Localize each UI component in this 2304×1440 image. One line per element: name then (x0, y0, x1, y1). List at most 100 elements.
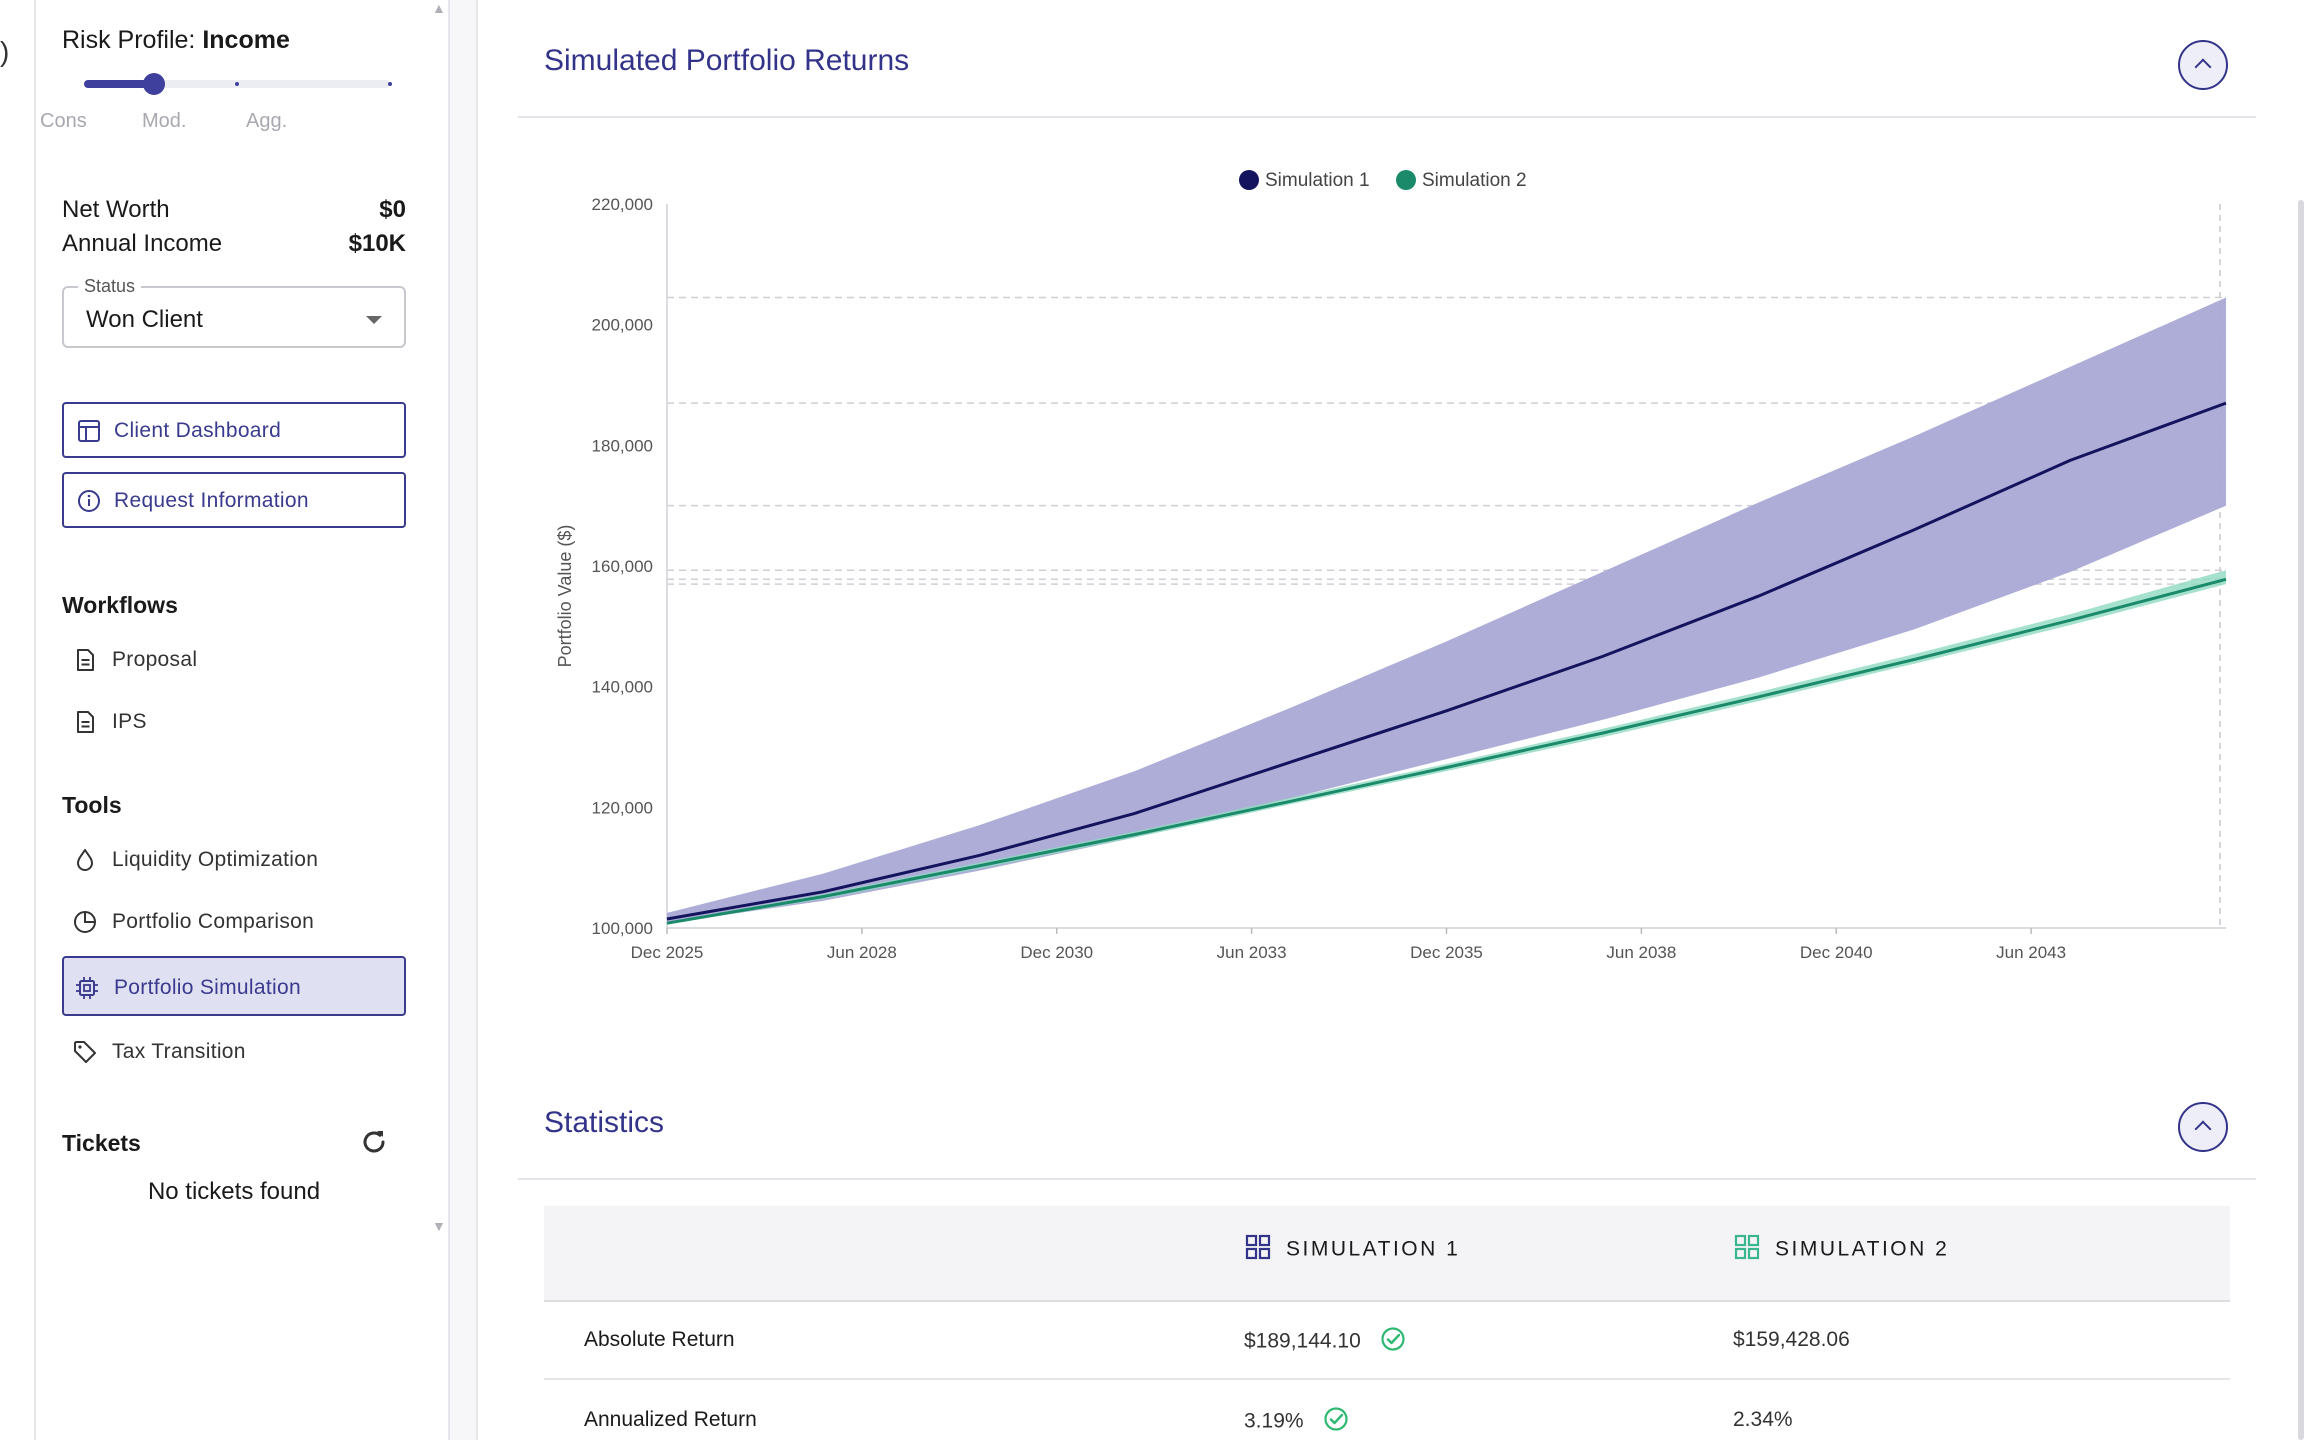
simulation-1-column-header: SIMULATION 1 (1244, 1234, 1461, 1264)
y-tick-label: 140,000 (592, 678, 653, 697)
document-icon (77, 649, 94, 671)
left-edge-strip: ) (0, 0, 36, 1440)
annual-income-value: $10K (348, 230, 406, 257)
annual-income-label: Annual Income (62, 230, 223, 257)
x-tick-label: Dec 2030 (1020, 943, 1093, 962)
x-tick-label: Dec 2025 (631, 943, 704, 962)
risk-stop-aggressive: Agg. (246, 110, 288, 132)
collapse-statistics-button[interactable] (2178, 1102, 2228, 1152)
tickets-heading: Tickets (62, 1130, 141, 1156)
refresh-icon[interactable] (358, 1126, 390, 1158)
y-tick-label: 160,000 (592, 557, 653, 576)
x-tick-label: Jun 2038 (1606, 943, 1676, 962)
legend-label-2: Simulation 2 (1422, 170, 1527, 191)
grid-icon (1734, 1234, 1760, 1260)
y-tick-label: 220,000 (592, 195, 653, 214)
client-dashboard-label: Client Dashboard (114, 419, 282, 442)
series-line-2 (666, 577, 2227, 925)
sidebar-gutter (450, 0, 478, 1440)
returns-panel-divider (518, 116, 2256, 118)
main-scrollbar[interactable] (2298, 200, 2304, 1440)
y-tick-label: 180,000 (592, 436, 653, 455)
legend-marker-2 (1396, 170, 1416, 190)
simulation-2-value: $159,428.06 (1733, 1328, 1850, 1351)
chip-icon (76, 977, 98, 999)
request-information-button[interactable]: Request Information (62, 472, 406, 528)
net-worth-label: Net Worth (62, 196, 170, 223)
statistics-panel-divider (518, 1178, 2256, 1180)
statistics-table-header (544, 1206, 2230, 1302)
sidebar-item-proposal[interactable]: Proposal (62, 630, 406, 690)
y-tick-label: 200,000 (592, 316, 653, 335)
simulation-2-value: 2.34% (1733, 1408, 1793, 1431)
legend-label-1: Simulation 1 (1265, 170, 1370, 191)
table-row: Absolute Return $189,144.10 $159,428.06 (544, 1302, 2230, 1380)
sidebar-item-label: Tax Transition (112, 1040, 246, 1063)
x-tick-label: Jun 2033 (1217, 943, 1287, 962)
sidebar-item-label: Portfolio Comparison (112, 910, 315, 933)
edge-glyph: ) (0, 36, 10, 67)
status-value: Won Client (86, 306, 203, 333)
sidebar-item-label: Portfolio Simulation (114, 976, 301, 999)
status-legend: Status (78, 276, 142, 297)
info-icon (78, 490, 100, 512)
x-tick-label: Dec 2040 (1800, 943, 1873, 962)
scroll-up-arrow-icon[interactable]: ▲ (432, 0, 446, 16)
sidebar-item-portfolio-comparison[interactable]: Portfolio Comparison (62, 892, 406, 952)
simulation-1-column-label: SIMULATION 1 (1286, 1237, 1461, 1261)
risk-slider-tick-agg (388, 82, 392, 86)
droplet-icon (77, 849, 93, 871)
check-circle-icon (1381, 1327, 1405, 1351)
simulated-returns-chart: 100,000 120,000 140,000 160,000 180,000 200,0… (555, 170, 2227, 962)
table-row: Annualized Return 3.19% 2.34% (544, 1382, 2230, 1440)
simulation-1-value: $189,144.10 (1244, 1327, 1407, 1356)
sidebar: ▲ Risk Profile: Income Cons Mod. Agg. Ne… (36, 0, 450, 1440)
document-icon (77, 711, 94, 733)
x-tick-label: Jun 2043 (1996, 943, 2066, 962)
x-tick-label: Jun 2028 (827, 943, 897, 962)
simulation-2-column-header: SIMULATION 2 (1733, 1234, 1949, 1264)
y-tick-label: 100,000 (592, 919, 653, 938)
risk-slider-tick-mod (235, 82, 239, 86)
simulation-1-value: 3.19% (1244, 1407, 1350, 1436)
net-worth-value: $0 (379, 196, 406, 223)
client-dashboard-button[interactable]: Client Dashboard (62, 402, 406, 458)
risk-profile-label: Risk Profile: (62, 26, 196, 54)
caret-down-icon (366, 316, 382, 324)
tag-icon (74, 1041, 96, 1063)
sidebar-item-label: IPS (112, 710, 147, 733)
collapse-returns-button[interactable] (2178, 40, 2228, 90)
series-band-1 (667, 297, 2226, 924)
sidebar-item-label: Proposal (112, 648, 198, 671)
sidebar-item-portfolio-simulation[interactable]: Portfolio Simulation (62, 956, 406, 1016)
grid-icon (1245, 1234, 1271, 1260)
y-axis-label: Portfolio Value ($) (555, 525, 575, 668)
risk-profile-slider[interactable] (84, 73, 392, 95)
scroll-down-arrow-icon[interactable]: ▼ (432, 1218, 446, 1234)
risk-slider-fill (84, 80, 155, 88)
sidebar-item-ips[interactable]: IPS (62, 692, 406, 752)
pie-chart-icon (74, 911, 96, 933)
sidebar-item-tax-transition[interactable]: Tax Transition (62, 1022, 406, 1082)
tools-heading: Tools (62, 792, 122, 818)
row-label: Annualized Return (584, 1408, 757, 1431)
sidebar-item-liquidity-optimization[interactable]: Liquidity Optimization (62, 830, 406, 890)
statistics-panel-title: Statistics (544, 1106, 665, 1139)
series-line-1 (666, 401, 2227, 921)
returns-panel-title: Simulated Portfolio Returns (544, 44, 910, 77)
check-circle-icon (1323, 1407, 1348, 1431)
main-content: Simulated Portfolio Returns 100,000 120,0… (478, 0, 2304, 1440)
risk-profile-title: Risk Profile: Income (62, 26, 290, 55)
workflows-heading: Workflows (62, 592, 178, 618)
dashboard-icon (78, 420, 100, 442)
status-select[interactable]: Status Won Client (62, 276, 406, 348)
risk-slider-thumb[interactable] (143, 73, 166, 95)
y-tick-label: 120,000 (592, 798, 653, 817)
risk-stop-conservative: Cons (40, 110, 87, 132)
risk-profile-value: Income (202, 26, 290, 54)
risk-stop-moderate: Mod. (142, 110, 187, 132)
row-label: Absolute Return (584, 1328, 735, 1351)
no-tickets-message: No tickets found (147, 1178, 321, 1205)
request-information-label: Request Information (114, 489, 309, 512)
sidebar-item-label: Liquidity Optimization (112, 848, 319, 871)
